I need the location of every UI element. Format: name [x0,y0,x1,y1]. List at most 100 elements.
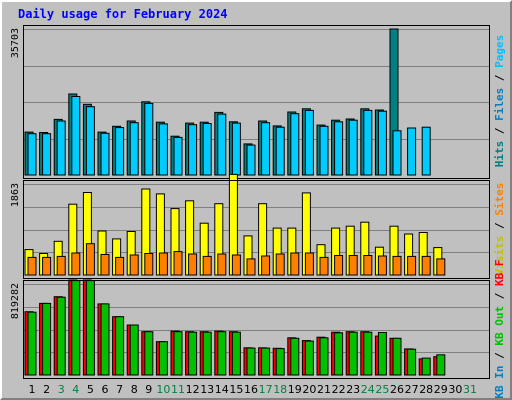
legend-entry-top-0: Hits [493,141,506,168]
bar-bottom-s1-day-25 [377,332,387,376]
bar-bottom-s1-day-7 [115,316,125,376]
bar-middle-s1-day-15 [231,254,241,276]
bar-middle-s1-day-6 [100,254,110,276]
y-max-label-middle: 1863 [10,183,21,207]
bar-top-s1-day-17 [261,122,271,176]
bar-middle-s1-day-7 [115,256,125,276]
legend-top: Hits / Files / Pages [493,35,506,168]
panel-border-bottom [23,280,490,379]
x-tick-label-8: 8 [131,383,138,396]
bar-top-s1-day-7 [115,127,125,176]
x-tick-label-23: 23 [346,383,360,396]
legend-entry-middle-2: Sites [493,183,506,216]
x-tick-label-3: 3 [58,383,65,396]
bar-top-s1-day-5 [85,106,95,176]
bar-bottom-s1-day-9 [144,331,154,376]
x-tick-label-30: 30 [448,383,462,396]
bar-middle-s1-day-1 [27,256,37,276]
bar-top-s1-day-4 [71,96,81,176]
x-tick-label-7: 7 [116,383,123,396]
x-tick-label-31: 31 [463,383,477,396]
bar-bottom-s1-day-4 [71,280,81,376]
x-tick-label-20: 20 [302,383,316,396]
bar-top-s1-day-13 [202,123,212,176]
bar-bottom-s1-day-2 [42,302,52,376]
panel-border-top [23,25,490,179]
bar-top-s1-day-14 [217,113,227,176]
bar-bottom-s1-day-1 [27,311,37,376]
bar-bottom-s1-day-6 [100,303,110,376]
x-tick-label-21: 21 [317,383,331,396]
x-tick-label-28: 28 [419,383,433,396]
bar-middle-s1-day-24 [363,255,373,276]
bar-bottom-s1-day-10 [158,341,168,376]
bar-middle-s1-day-12 [188,253,198,276]
bar-top-s1-day-3 [56,120,66,176]
bar-top-s1-day-23 [348,119,358,176]
legend-entry-top-1: / [493,121,506,141]
x-tick-label-25: 25 [375,383,389,396]
bar-bottom-s1-day-29 [436,354,446,376]
legend-middle: Visits / Sites [493,183,506,276]
bar-bottom-s1-day-19 [290,337,300,376]
bar-middle-s1-day-3 [56,255,66,276]
x-tick-label-24: 24 [361,383,375,396]
x-tick-label-22: 22 [332,383,346,396]
bar-bottom-s1-day-16 [246,347,256,376]
legend-entry-top-4: Pages [493,35,506,68]
x-tick-label-2: 2 [43,383,50,396]
bar-middle-s1-day-22 [334,255,344,276]
bar-top-s1-day-21 [319,125,329,176]
x-tick-label-5: 5 [87,383,94,396]
bar-bottom-s1-day-15 [231,331,241,376]
bar-top-s1-day-16 [246,144,256,176]
bar-top-s1-day-25 [377,110,387,176]
bar-bottom-s1-day-8 [129,324,139,376]
bar-middle-s1-day-16 [246,258,256,276]
x-tick-label-1: 1 [29,383,36,396]
x-tick-label-15: 15 [229,383,243,396]
bar-middle-s1-day-29 [436,258,446,276]
x-tick-label-11: 11 [171,383,185,396]
bar-middle-s1-day-28 [421,255,431,276]
legend-entry-bottom-2: KB Out [493,306,506,346]
x-tick-label-16: 16 [244,383,258,396]
legend-bottom: KB In / KB Out / KB F [493,259,506,398]
legend-entry-top-2: Files [493,88,506,121]
legend-entry-bottom-1: / [493,346,506,366]
bar-middle-s1-day-2 [42,256,52,276]
bar-top-s1-day-28 [421,126,431,176]
bar-middle-s1-day-18 [275,253,285,276]
legend-entry-bottom-0: KB In [493,365,506,398]
legend-entry-middle-0: Visits [493,236,506,276]
bar-top-s1-day-27 [407,127,417,176]
bar-bottom-s1-day-12 [188,331,198,376]
bar-bottom-s1-day-26 [392,337,402,376]
bar-middle-s1-day-23 [348,255,358,276]
bar-top-s1-day-6 [100,132,110,176]
bar-top-s1-day-19 [290,113,300,176]
bar-top-s1-day-12 [188,124,198,176]
x-tick-label-18: 18 [273,383,287,396]
x-tick-label-13: 13 [200,383,214,396]
bar-bottom-s1-day-13 [202,331,212,376]
bar-middle-s1-day-27 [407,255,417,276]
bar-top-s1-day-10 [158,123,168,176]
bar-bottom-s1-day-18 [275,348,285,376]
bar-middle-s1-day-21 [319,256,329,276]
legend-entry-middle-1: / [493,216,506,236]
x-tick-label-4: 4 [72,383,79,396]
bar-middle-s1-day-11 [173,251,183,276]
bar-top-s1-day-15 [231,122,241,176]
bar-middle-s1-day-5 [85,243,95,276]
legend-entry-bottom-4: KB F [493,259,506,286]
x-tick-label-9: 9 [145,383,152,396]
bar-bottom-s1-day-20 [304,340,314,376]
bar-middle-s1-day-10 [158,252,168,276]
x-tick-label-14: 14 [215,383,229,396]
x-tick-label-27: 27 [405,383,419,396]
y-max-label-bottom: 819282 [10,283,21,319]
bar-middle-s1-day-8 [129,254,139,276]
x-tick-label-6: 6 [102,383,109,396]
